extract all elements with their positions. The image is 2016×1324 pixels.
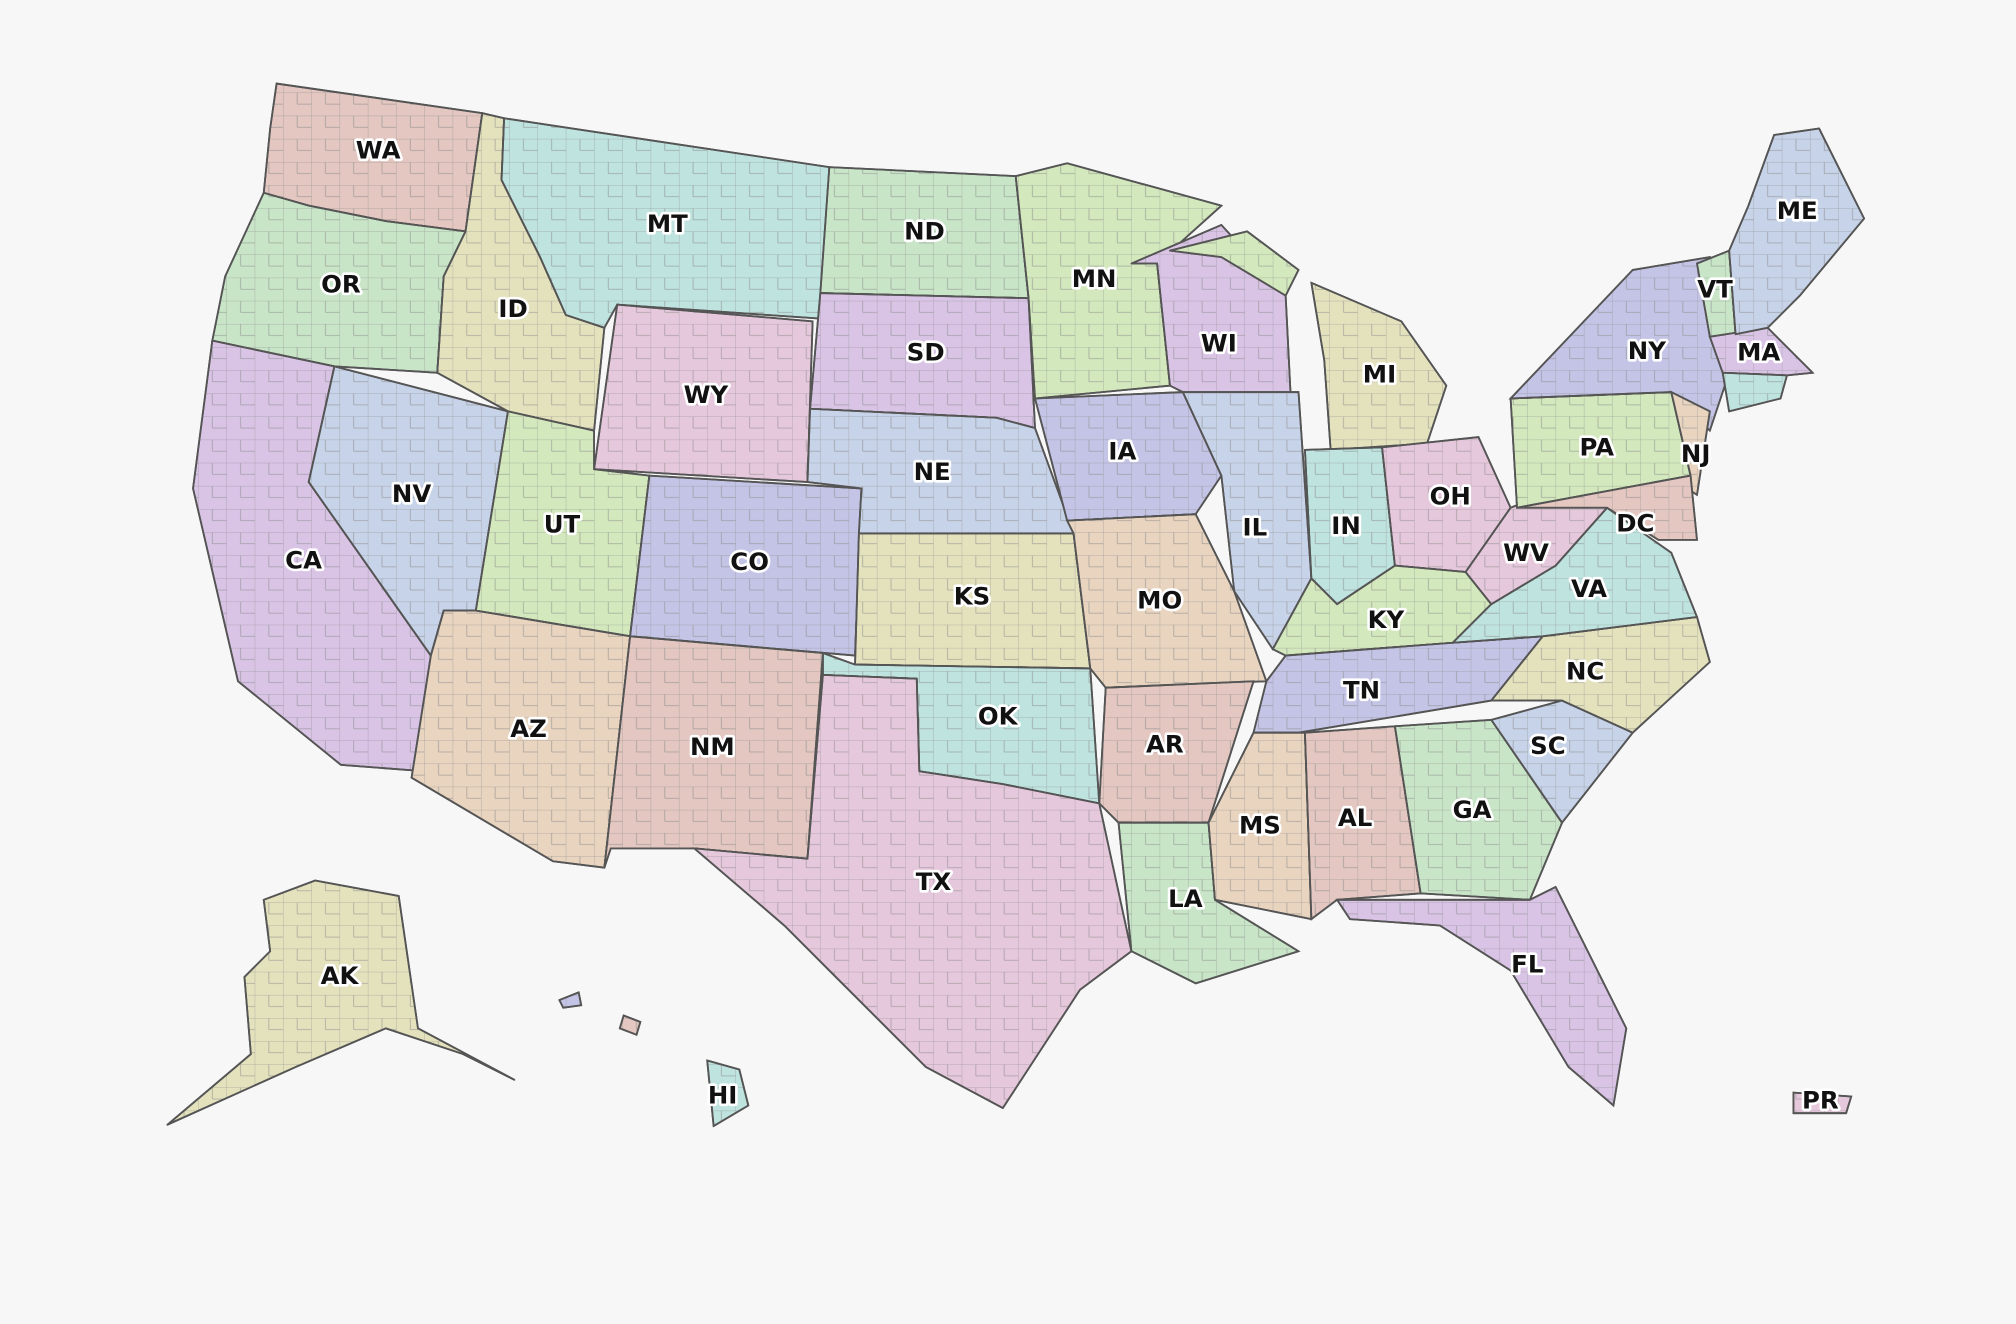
state-label-sd: SD — [907, 337, 945, 366]
state-label-hi: HI — [708, 1080, 738, 1109]
state-label-mn: MN — [1072, 264, 1117, 293]
state-tx-counties — [691, 673, 1133, 1110]
state-label-oh: OH — [1430, 481, 1471, 510]
state-label-id: ID — [498, 294, 527, 323]
state-label-me: ME — [1777, 196, 1818, 225]
state-label-or: OR — [321, 269, 361, 298]
state-ia-counties — [1033, 391, 1223, 522]
state-label-ok: OK — [978, 701, 1019, 730]
state-ak-counties — [166, 879, 515, 1126]
state-dc-counties — [1516, 474, 1698, 541]
state-label-la: LA — [1168, 884, 1203, 913]
state-label-mo: MO — [1137, 586, 1182, 615]
state-hi-part-counties — [558, 991, 583, 1009]
state-fl-counties — [1335, 885, 1628, 1108]
state-label-fl: FL — [1511, 949, 1543, 978]
state-label-wi: WI — [1201, 328, 1237, 357]
state-label-tx: TX — [916, 867, 952, 896]
state-label-ky: KY — [1368, 605, 1405, 634]
state-label-ut: UT — [544, 510, 581, 539]
state-label-mt: MT — [647, 209, 688, 238]
state-label-nv: NV — [392, 479, 431, 508]
state-label-pa: PA — [1579, 433, 1614, 462]
state-ga-counties — [1393, 718, 1564, 901]
state-label-az: AZ — [510, 714, 547, 743]
state-label-co: CO — [730, 547, 769, 576]
state-label-nd: ND — [904, 217, 945, 246]
state-label-il: IL — [1242, 512, 1267, 541]
state-al-counties — [1304, 725, 1422, 921]
state-label-ne: NE — [914, 457, 951, 486]
state-me-counties — [1728, 127, 1866, 336]
state-mi-part-counties — [1169, 230, 1300, 297]
state-label-ms: MS — [1239, 811, 1281, 840]
state-label-ga: GA — [1453, 795, 1492, 824]
state-label-ia: IA — [1108, 436, 1136, 465]
state-label-nc: NC — [1566, 656, 1604, 685]
state-hi-counties — [706, 1059, 750, 1128]
state-labels: WA OR CA NV ID MT WY UT CO AZ NM ND SD NE KS OK TX MN IA MO… — [283, 133, 1842, 1117]
state-label-in: IN — [1331, 511, 1361, 540]
state-label-wv: WV — [1503, 538, 1549, 567]
state-label-wy: WY — [684, 380, 729, 409]
state-label-pr: PR — [1802, 1086, 1839, 1115]
state-label-ma: MA — [1737, 337, 1780, 366]
state-label-ar: AR — [1146, 730, 1184, 759]
state-label-wa: WA — [356, 136, 401, 165]
state-label-va: VA — [1571, 574, 1607, 603]
state-pr-counties — [1792, 1091, 1853, 1115]
state-ma-part-counties — [1721, 371, 1789, 413]
state-label-al: AL — [1338, 803, 1372, 832]
state-hi-part2-counties — [618, 1014, 642, 1036]
state-label-mi: MI — [1363, 359, 1396, 388]
state-label-nm: NM — [690, 732, 735, 761]
state-label-sc: SC — [1530, 731, 1566, 760]
state-shapes — [166, 82, 1866, 1128]
state-label-ks: KS — [954, 582, 991, 611]
state-label-ak: AK — [321, 961, 360, 990]
state-label-nj: NJ — [1681, 439, 1711, 468]
state-label-ny: NY — [1628, 336, 1666, 365]
state-label-vt: VT — [1697, 275, 1733, 304]
state-label-ca: CA — [285, 546, 322, 575]
state-label-tn: TN — [1343, 676, 1380, 705]
state-label-dc: DC — [1616, 508, 1654, 537]
